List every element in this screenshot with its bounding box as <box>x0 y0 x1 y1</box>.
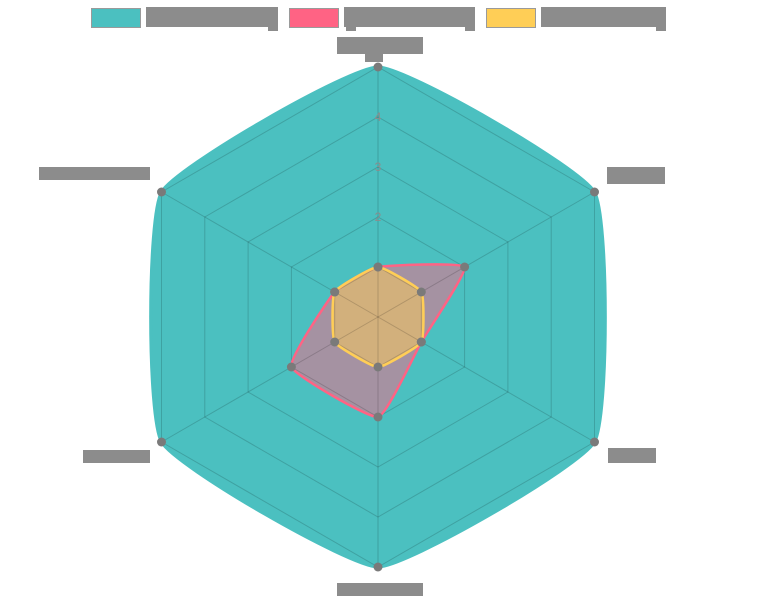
series-fills <box>150 67 606 567</box>
legend-label-descender <box>465 26 475 31</box>
legend-item-series1[interactable] <box>91 7 278 31</box>
legend-swatch-yellow <box>486 8 536 28</box>
tick-label-4: 4 <box>375 110 382 124</box>
legend-label-redacted-1 <box>146 7 278 31</box>
legend-item-series2[interactable] <box>289 7 475 31</box>
data-point-s0-top <box>373 62 383 72</box>
grid-spoke-lower-right <box>377 316 595 443</box>
legend-swatch-pink <box>289 8 339 28</box>
data-point-s0-lower-right <box>590 437 600 447</box>
data-point-s2-lower-left <box>330 337 340 347</box>
series-fill-2 <box>332 267 424 367</box>
data-point-s1-bottom <box>373 412 383 422</box>
data-point-s0-upper-left <box>156 187 166 197</box>
tick-label-2: 2 <box>375 210 382 224</box>
data-point-s2-upper-left <box>330 287 340 297</box>
data-point-s2-bottom <box>373 362 383 372</box>
axis-label-redacted-lower-left <box>83 450 150 463</box>
data-point-s2-lower-right <box>416 337 426 347</box>
data-point-s0-upper-right <box>590 187 600 197</box>
axis-label-redacted-bottom <box>337 583 423 596</box>
legend-item-series3[interactable] <box>486 7 666 31</box>
data-point-s0-lower-left <box>156 437 166 447</box>
axis-point-labels <box>39 37 665 596</box>
data-points <box>156 62 600 572</box>
legend-label-descender <box>656 26 666 31</box>
grid-spoke-upper-right <box>377 191 595 318</box>
legend-label-descender <box>268 26 278 31</box>
tick-label-3: 3 <box>375 160 382 174</box>
axis-label-redacted-upper-left <box>39 167 150 180</box>
data-point-s2-top <box>373 262 383 272</box>
grid-spoke-lower-left <box>161 316 379 443</box>
legend-label-redacted-3 <box>541 7 666 31</box>
data-point-s0-bottom <box>373 562 383 572</box>
grid-ring-4 <box>204 116 552 518</box>
axis-label-redacted-lower-right <box>608 448 656 463</box>
scale-ticks: 2 3 4 <box>375 110 382 224</box>
legend-swatch-teal <box>91 8 141 28</box>
legend-label-descender <box>346 26 356 31</box>
data-point-s1-lower-left <box>286 362 296 372</box>
chart-legend <box>0 7 757 31</box>
grid-ring-3 <box>247 166 509 468</box>
axis-label-redacted-top <box>337 37 423 54</box>
grid-spoke-upper-left <box>161 191 379 318</box>
axis-label-redacted-top-line2 <box>365 54 383 62</box>
legend-label-redacted-2 <box>344 7 475 31</box>
data-point-s2-upper-right <box>416 287 426 297</box>
axis-label-redacted-upper-right <box>607 167 665 184</box>
data-point-s1-upper-right <box>460 262 470 272</box>
